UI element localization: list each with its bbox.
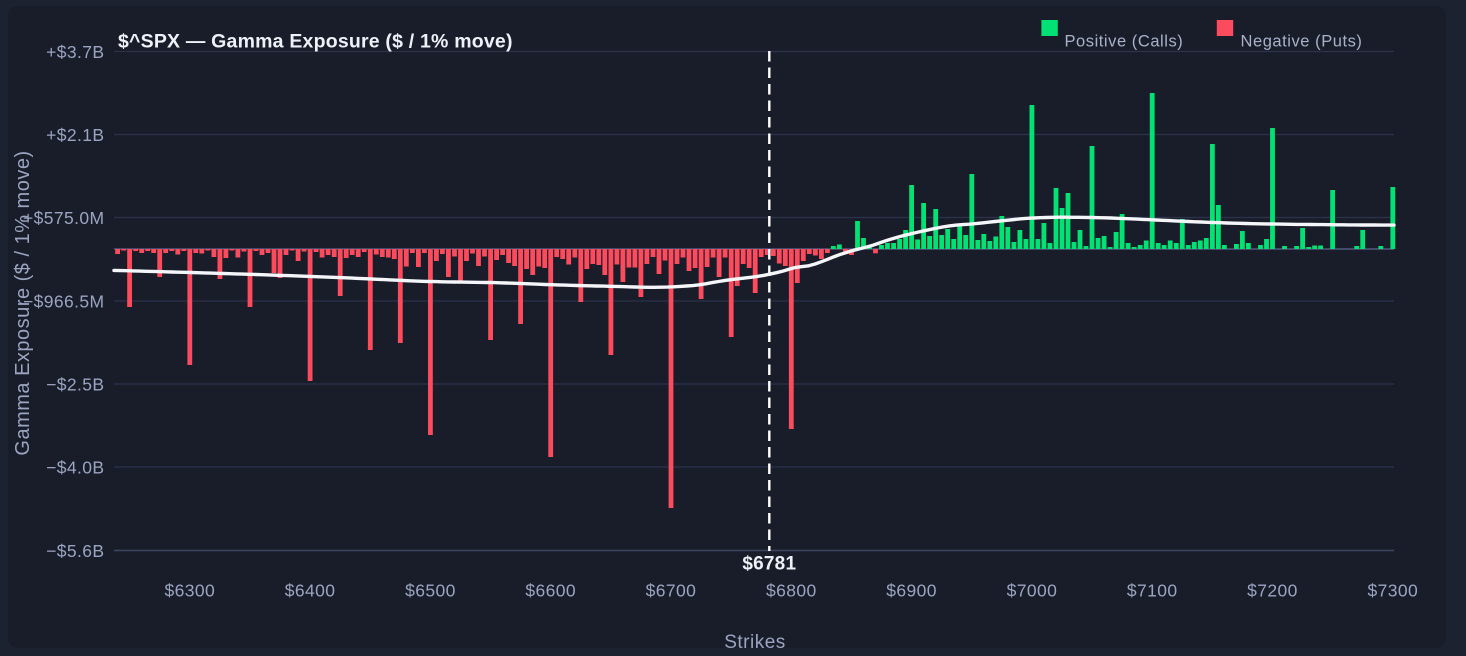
svg-text:$6500: $6500 (405, 581, 456, 601)
svg-text:$7000: $7000 (1007, 581, 1058, 601)
svg-text:$7100: $7100 (1127, 581, 1178, 601)
svg-text:Strikes: Strikes (724, 632, 786, 653)
svg-text:−$5.6B: −$5.6B (46, 541, 104, 561)
svg-text:+$3.7B: +$3.7B (46, 42, 104, 62)
svg-text:Positive (Calls): Positive (Calls) (1065, 33, 1184, 51)
svg-text:$6800: $6800 (766, 581, 817, 601)
svg-text:+$575.0M: +$575.0M (23, 208, 105, 228)
svg-text:$6400: $6400 (285, 581, 336, 601)
svg-text:$^SPX — Gamma Exposure ($ / 1%: $^SPX — Gamma Exposure ($ / 1% move) (118, 31, 513, 53)
svg-text:−$2.5B: −$2.5B (46, 374, 104, 394)
svg-text:Gamma Exposure ($ / 1% move): Gamma Exposure ($ / 1% move) (12, 150, 34, 455)
svg-text:Negative (Puts): Negative (Puts) (1241, 33, 1363, 51)
svg-text:$6300: $6300 (164, 581, 215, 601)
svg-text:$7200: $7200 (1247, 581, 1298, 601)
svg-text:$6700: $6700 (646, 581, 697, 601)
svg-text:$7300: $7300 (1367, 581, 1418, 601)
svg-text:$6900: $6900 (886, 581, 937, 601)
svg-text:$6600: $6600 (525, 581, 576, 601)
svg-text:+$2.1B: +$2.1B (46, 125, 104, 145)
svg-text:−$4.0B: −$4.0B (46, 457, 104, 477)
svg-text:−$966.5M: −$966.5M (23, 291, 105, 311)
svg-text:$6781: $6781 (742, 554, 796, 575)
